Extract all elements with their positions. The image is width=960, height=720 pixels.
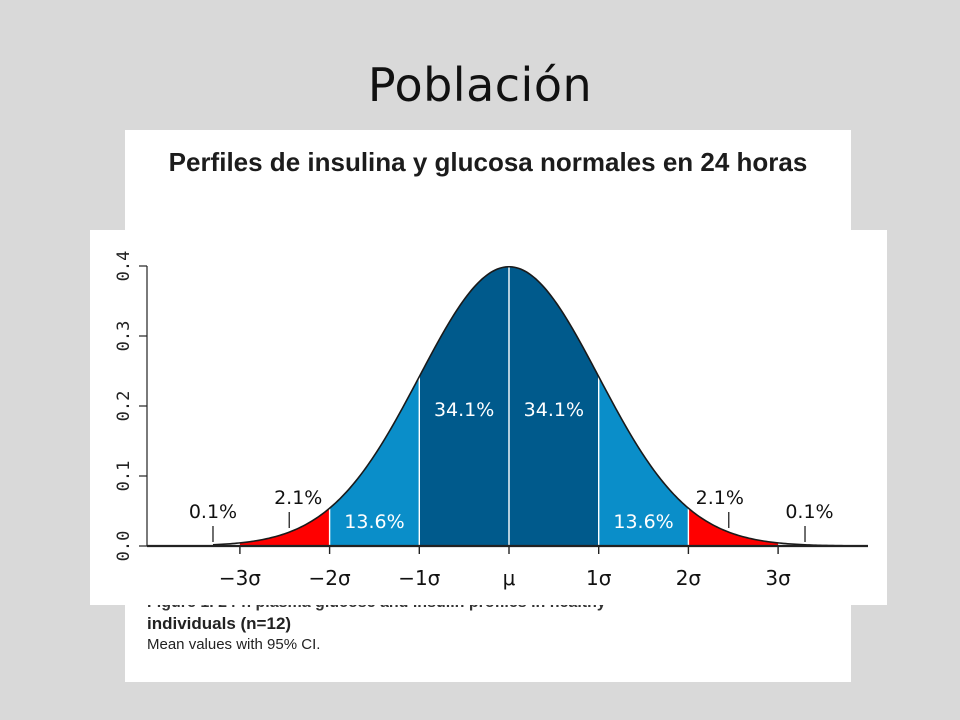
- x-tick-label: −3σ: [219, 566, 261, 590]
- y-tick-label: 0.0: [114, 531, 134, 562]
- slide-title: Población: [367, 58, 593, 112]
- region-1: [239, 508, 330, 546]
- labels-layer: 0.0 0.1 0.2 0.3 0.4 −3σ −2σ −1σ μ 1σ 2σ 3σ 2.1% 13.6%…: [114, 251, 834, 590]
- x-tick-label: 1σ: [586, 566, 612, 590]
- background-figure-title: Perfiles de insulina y glucosa normales …: [168, 147, 808, 177]
- region-percent-label: 34.1%: [434, 399, 494, 421]
- region-percent-label: 13.6%: [344, 511, 404, 533]
- x-tick-label: 2σ: [676, 566, 702, 590]
- chart-svg: 0.0 0.1 0.2 0.3 0.4 −3σ −2σ −1σ μ 1σ 2σ 3σ 2.1% 13.6%…: [114, 251, 868, 590]
- x-tick-label: 3σ: [765, 566, 791, 590]
- x-tick-label: −1σ: [398, 566, 440, 590]
- y-tick-label: 0.1: [114, 461, 134, 492]
- caption-line-2: individuals (n=12): [147, 614, 292, 633]
- region-percent-label: 13.6%: [613, 511, 673, 533]
- region-percent-label: 2.1%: [696, 487, 744, 509]
- region-percent-label: 2.1%: [274, 487, 322, 509]
- x-tick-label: μ: [503, 566, 516, 590]
- normal-distribution-chart: 0.0 0.1 0.2 0.3 0.4 −3σ −2σ −1σ μ 1σ 2σ 3σ 2.1% 13.6%…: [90, 230, 887, 605]
- caption-line-3: Mean values with 95% CI.: [147, 636, 321, 653]
- bell-curve: [212, 265, 859, 547]
- region-percent-label: 34.1%: [524, 399, 584, 421]
- tail-percent-label: 0.1%: [189, 501, 237, 523]
- lines-layer: [139, 265, 868, 554]
- region-6: [688, 508, 779, 546]
- y-tick-label: 0.4: [114, 251, 134, 282]
- y-tick-label: 0.2: [114, 391, 134, 422]
- x-tick-label: −2σ: [309, 566, 351, 590]
- tail-percent-label: 0.1%: [785, 501, 833, 523]
- y-tick-label: 0.3: [114, 321, 134, 352]
